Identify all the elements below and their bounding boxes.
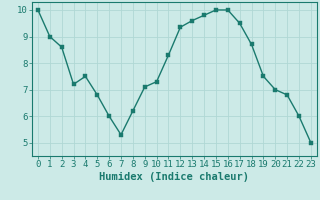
X-axis label: Humidex (Indice chaleur): Humidex (Indice chaleur)	[100, 172, 249, 182]
